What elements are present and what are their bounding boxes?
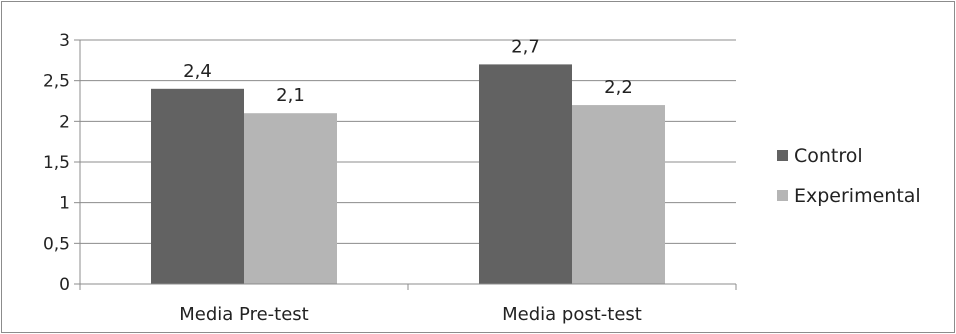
data-label: 2,2 <box>604 77 633 98</box>
y-tick-label: 3 <box>59 31 70 51</box>
axes <box>74 39 737 290</box>
legend-swatch <box>777 150 788 161</box>
y-tick-label: 1 <box>59 194 70 214</box>
y-tick-labels: 0 0,5 1 1,5 2 2,5 3 <box>43 31 70 295</box>
data-label: 2,7 <box>511 36 540 57</box>
data-label: 2,4 <box>183 61 212 82</box>
data-label: 2,1 <box>276 85 305 106</box>
x-category-label: Media Pre-test <box>179 304 308 325</box>
y-tick-label: 2,5 <box>43 72 70 92</box>
bar <box>572 105 665 284</box>
legend-swatch <box>777 190 788 201</box>
bar <box>479 64 572 285</box>
y-tick-label: 0 <box>59 275 70 295</box>
bar <box>244 113 337 284</box>
data-labels: 2,4 2,1 2,7 2,2 <box>183 36 633 106</box>
legend-label: Experimental <box>794 185 921 207</box>
y-tick-label: 0,5 <box>43 234 70 254</box>
y-tick-label: 2 <box>59 112 70 132</box>
bar <box>151 88 244 284</box>
legend-label: Control <box>794 145 863 167</box>
x-category-label: Media post-test <box>502 304 642 325</box>
legend: Control Experimental <box>777 145 921 207</box>
bars <box>151 64 665 285</box>
category-labels: Media Pre-test Media post-test <box>179 304 642 325</box>
y-tick-label: 1,5 <box>43 153 70 173</box>
